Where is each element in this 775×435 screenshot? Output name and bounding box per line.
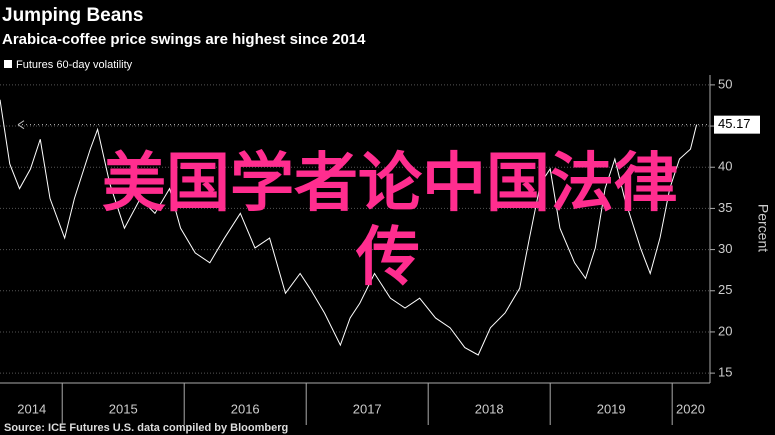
y-tick-label: 50: [718, 76, 732, 91]
legend-swatch: [4, 60, 12, 68]
line-series: [0, 99, 698, 356]
y-tick-label: 40: [718, 159, 732, 174]
y-axis-label: Percent: [755, 204, 771, 252]
overlay-text: 传: [355, 221, 420, 293]
x-tick-label: 2015: [109, 401, 138, 416]
x-tick-label: 2018: [475, 401, 504, 416]
chart-subtitle: Arabica-coffee price swings are highest …: [2, 31, 366, 48]
annotation-arrow: [17, 120, 25, 130]
chart-title: Jumping Beans: [2, 5, 143, 26]
y-tick-label: 35: [718, 200, 732, 215]
legend-label: Futures 60-day volatility: [16, 59, 133, 71]
overlay-text: 美国学者论中国法律: [102, 147, 678, 219]
y-tick-label: 30: [718, 241, 732, 256]
x-tick-label: 2014: [17, 401, 46, 416]
x-tick-label: 2020: [676, 401, 705, 416]
y-tick-label: 25: [718, 282, 732, 297]
y-tick-label: 20: [718, 323, 732, 338]
annotation-box: [714, 115, 760, 134]
annotation-label: 45.17: [718, 116, 751, 131]
source: Source: ICE Futures U.S. data compiled b…: [4, 422, 288, 434]
x-tick-label: 2017: [353, 401, 382, 416]
x-tick-label: 2016: [231, 401, 260, 416]
plot-area: [0, 75, 710, 383]
y-tick-label: 15: [718, 365, 732, 380]
x-tick-label: 2019: [597, 401, 626, 416]
